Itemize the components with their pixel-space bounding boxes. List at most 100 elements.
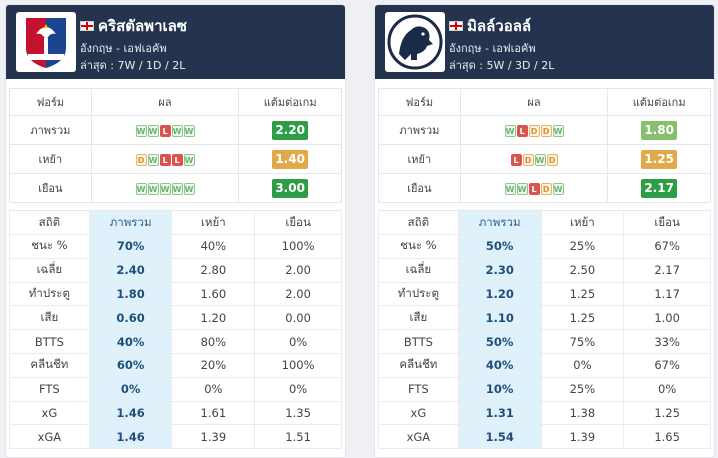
form-result-w: W	[147, 182, 159, 195]
stat-label: ชนะ %	[378, 234, 459, 259]
away-header[interactable]: เยือน	[623, 210, 711, 235]
stat-overall: 1.46	[88, 401, 173, 426]
home-header[interactable]: เหย้า	[171, 210, 256, 235]
form-result-l: L	[159, 153, 171, 166]
stat-label: ทำประตู	[378, 282, 459, 307]
stat-home: 2.80	[171, 258, 256, 283]
stat-row: BTTS 40% 80% 0%	[9, 329, 342, 354]
stat-home: 1.20	[171, 305, 256, 331]
stat-away: 1.35	[254, 401, 342, 426]
form-result-w: W	[183, 124, 195, 137]
form-result-w: W	[552, 124, 564, 137]
stat-row: BTTS 50% 75% 33%	[378, 329, 711, 354]
form-result-l: L	[510, 153, 522, 166]
form-result-d: D	[528, 124, 540, 137]
recent-record: ล่าสุด : 5W / 3D / 2L	[449, 59, 555, 72]
stat-home: 1.38	[540, 401, 625, 426]
millwall-lion-crest-icon[interactable]	[385, 12, 445, 72]
away-header[interactable]: เยือน	[254, 210, 342, 235]
stat-home: 1.39	[171, 424, 256, 450]
form-result-w: W	[183, 153, 195, 166]
form-result-d: D	[540, 124, 552, 137]
form-result-w: W	[183, 182, 195, 195]
stat-away: 1.65	[623, 424, 711, 450]
stat-label: คลีนชีท	[378, 353, 459, 378]
form-result-d: D	[540, 182, 552, 195]
stat-label: เฉลี่ย	[9, 258, 90, 283]
stat-home: 1.25	[540, 282, 625, 307]
stat-overall: 1.10	[457, 305, 542, 331]
stat-away: 0%	[254, 377, 342, 402]
stat-overall: 1.54	[457, 424, 542, 450]
league-name: อังกฤษ - เอฟเอคัพ	[449, 42, 536, 55]
stat-label: FTS	[378, 377, 459, 402]
stat-label: เสีย	[378, 305, 459, 331]
form-result-w: W	[135, 124, 147, 137]
form-result-d: D	[135, 153, 147, 166]
stat-away: 1.17	[623, 282, 711, 307]
form-label: ภาพรวม	[9, 115, 92, 145]
team-name[interactable]: คริสตัลพาเลซ	[98, 17, 187, 35]
stat-label: FTS	[9, 377, 90, 402]
stat-row: xG 1.31 1.38 1.25	[378, 401, 711, 426]
stat-away: 100%	[254, 353, 342, 378]
stat-overall: 50%	[457, 329, 542, 354]
overall-header[interactable]: ภาพรวม	[88, 210, 173, 235]
overall-header[interactable]: ภาพรวม	[457, 210, 542, 235]
stat-row: เฉลี่ย 2.30 2.50 2.17	[378, 258, 711, 283]
form-result-w: W	[534, 153, 546, 166]
stat-home: 1.25	[540, 305, 625, 331]
stat-away: 0%	[623, 377, 711, 402]
stat-row: ชนะ % 50% 25% 67%	[378, 234, 711, 259]
stat-row: xGA 1.46 1.39 1.51	[9, 424, 342, 450]
stat-label: เสีย	[9, 305, 90, 331]
team-header: คริสตัลพาเลซ อังกฤษ - เอฟเอคัพ ล่าสุด : …	[6, 5, 345, 79]
stat-home: 0%	[171, 377, 256, 402]
stat-overall: 40%	[457, 353, 542, 378]
stat-away: 33%	[623, 329, 711, 354]
form-result-w: W	[504, 182, 516, 195]
stat-label: ชนะ %	[9, 234, 90, 259]
crystal-palace-crest-icon[interactable]	[16, 12, 76, 72]
stat-overall: 40%	[88, 329, 173, 354]
form-label: ภาพรวม	[378, 115, 461, 145]
stat-label: xGA	[378, 424, 459, 450]
stat-row: เสีย 1.10 1.25 1.00	[378, 305, 711, 331]
stat-label: BTTS	[9, 329, 90, 354]
stat-away: 67%	[623, 353, 711, 378]
stat-away: 2.00	[254, 258, 342, 283]
ppg-badge: 1.40	[272, 149, 309, 169]
form-result-l: L	[159, 124, 171, 137]
team-name[interactable]: มิลล์วอลล์	[467, 17, 532, 35]
home-header[interactable]: เหย้า	[540, 210, 625, 235]
stat-overall: 50%	[457, 234, 542, 259]
form-result-w: W	[159, 182, 171, 195]
form-result-l: L	[171, 153, 183, 166]
form-result-w: W	[135, 182, 147, 195]
stat-home: 1.60	[171, 282, 256, 307]
stat-away: 100%	[254, 234, 342, 259]
stat-overall: 70%	[88, 234, 173, 259]
stat-home: 20%	[171, 353, 256, 378]
stat-home: 75%	[540, 329, 625, 354]
form-result-w: W	[516, 182, 528, 195]
ppg-header: แต้มต่อเกม	[238, 88, 342, 116]
league-name: อังกฤษ - เอฟเอคัพ	[80, 42, 167, 55]
team-card-crystal-palace: คริสตัลพาเลซ อังกฤษ - เอฟเอคัพ ล่าสุด : …	[5, 4, 346, 458]
stat-overall: 1.80	[88, 282, 173, 307]
ppg-badge: 2.20	[272, 120, 309, 140]
stat-row: FTS 0% 0% 0%	[9, 377, 342, 402]
stat-label: xG	[378, 401, 459, 426]
stat-away: 1.25	[623, 401, 711, 426]
stat-label: xGA	[9, 424, 90, 450]
stat-home: 2.50	[540, 258, 625, 283]
stats-table: สถิติ ภาพรวม เหย้า เยือน ชนะ % 70% 40% 100%…	[9, 210, 342, 450]
recent-record: ล่าสุด : 7W / 1D / 2L	[80, 59, 186, 72]
stat-label: BTTS	[378, 329, 459, 354]
